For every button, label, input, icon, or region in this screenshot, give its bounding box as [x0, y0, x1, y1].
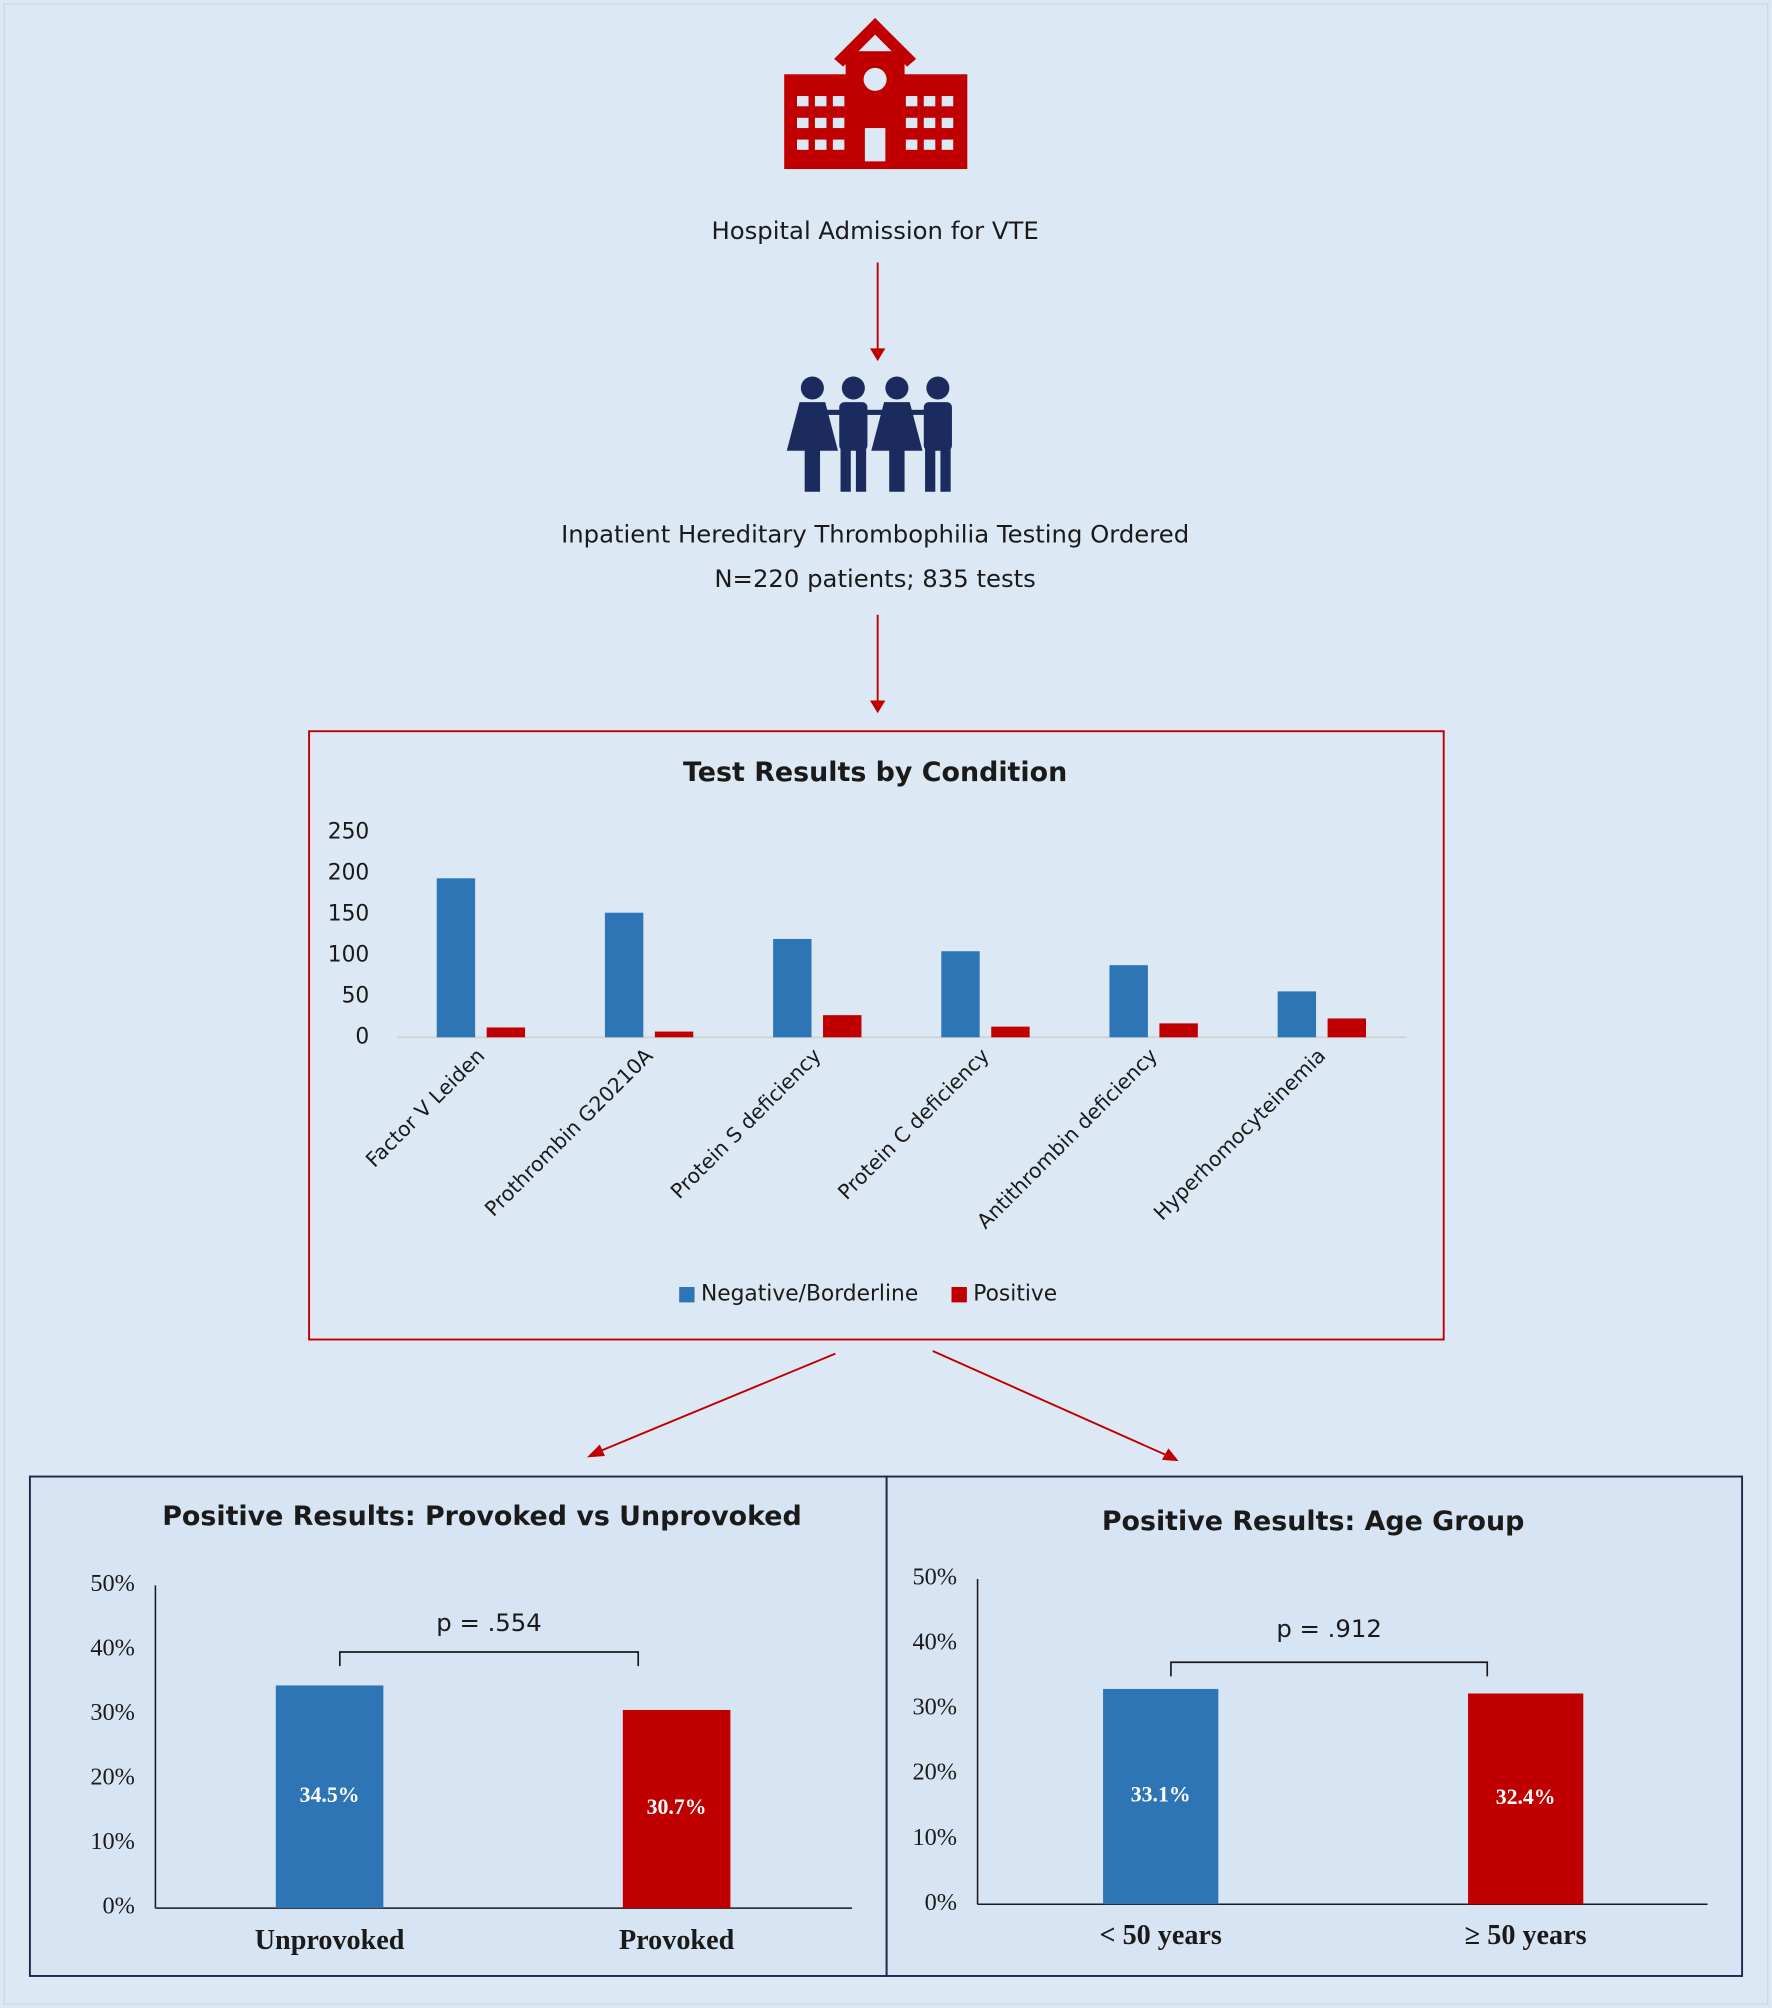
y-tick-label: 50: [342, 983, 370, 1008]
bar: [1468, 1693, 1584, 1905]
data-label: 32.4%: [1496, 1785, 1556, 1809]
x-tick-label: Provoked: [619, 1925, 735, 1956]
chart-title: Test Results by Condition: [683, 757, 1067, 788]
data-label: 33.1%: [1131, 1783, 1191, 1807]
legend-label: Negative/Borderline: [701, 1282, 918, 1307]
bar: [1277, 991, 1317, 1038]
bar: [941, 951, 980, 1038]
y-tick-label: 40%: [90, 1635, 135, 1662]
y-tick-label: 20%: [90, 1764, 135, 1791]
y-tick-label: 30%: [912, 1694, 957, 1721]
flow-text: N=220 patients; 835 tests: [714, 564, 1036, 593]
annotation: p = .554: [436, 1608, 541, 1637]
y-tick-label: 0: [355, 1024, 369, 1049]
people-icon: [786, 376, 952, 492]
bar: [1327, 1018, 1367, 1038]
annotation: p = .912: [1276, 1614, 1381, 1643]
bar: [1159, 1023, 1198, 1038]
x-tick-label: < 50 years: [1099, 1920, 1221, 1951]
legend-swatch: [951, 1287, 967, 1303]
bar: [275, 1685, 384, 1909]
bar: [604, 912, 644, 1038]
y-tick-label: 10%: [912, 1824, 957, 1851]
y-tick-label: 200: [328, 860, 370, 885]
bar: [773, 938, 812, 1038]
chart-panel: [885, 1475, 1744, 1977]
legend-swatch: [679, 1287, 695, 1303]
bar: [622, 1709, 731, 1909]
bar: [991, 1026, 1030, 1038]
x-tick-label: Unprovoked: [255, 1925, 405, 1956]
frame: [3, 3, 1769, 2005]
significance-bracket: [1170, 1661, 1489, 1677]
bar: [486, 1027, 526, 1038]
x-tick-label: ≥ 50 years: [1465, 1920, 1587, 1951]
bar: [1109, 965, 1148, 1038]
data-label: 30.7%: [647, 1795, 707, 1819]
chart-panel: [308, 730, 1445, 1341]
y-tick-label: 20%: [912, 1759, 957, 1786]
y-tick-label: 30%: [90, 1699, 135, 1726]
chart-title: Positive Results: Age Group: [1102, 1506, 1525, 1537]
y-tick-label: 50%: [912, 1564, 957, 1591]
y-tick-label: 10%: [90, 1828, 135, 1855]
bar: [436, 878, 476, 1038]
flow-text: Inpatient Hereditary Thrombophilia Testi…: [561, 519, 1189, 548]
legend-label: Positive: [973, 1282, 1057, 1307]
y-tick-label: 50%: [90, 1570, 135, 1597]
y-tick-label: 0%: [102, 1893, 134, 1920]
chart-title: Positive Results: Provoked vs Unprovoked: [162, 1501, 802, 1532]
y-tick-label: 0%: [925, 1889, 957, 1916]
y-tick-label: 100: [328, 942, 370, 967]
y-tick-label: 40%: [912, 1629, 957, 1656]
bar: [654, 1031, 694, 1038]
bar: [1103, 1688, 1219, 1905]
flow-text: Hospital Admission for VTE: [711, 216, 1038, 245]
chart-panel: [28, 1475, 888, 1977]
arrows: [586, 262, 1179, 1462]
data-label: 34.5%: [300, 1783, 360, 1807]
hospital-icon: [784, 17, 968, 170]
y-tick-label: 150: [328, 901, 370, 926]
bar: [823, 1015, 862, 1038]
significance-bracket: [338, 1651, 640, 1667]
y-tick-label: 250: [328, 819, 370, 844]
